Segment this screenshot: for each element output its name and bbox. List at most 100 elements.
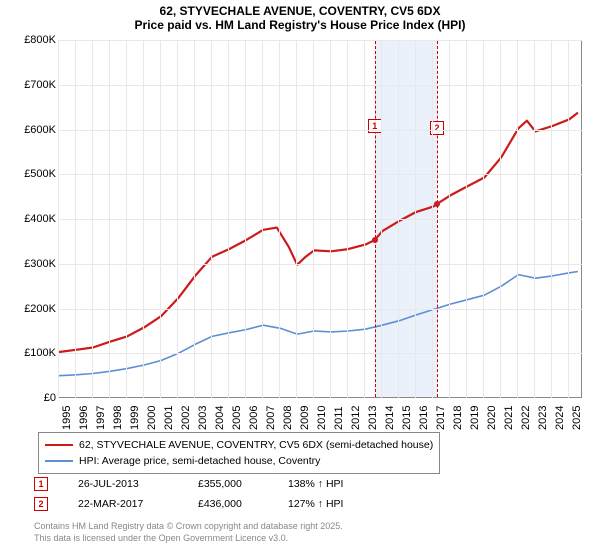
grid-v — [483, 40, 484, 398]
grid-v — [466, 40, 467, 398]
x-tick-label: 2009 — [299, 406, 311, 430]
grid-v — [279, 40, 280, 398]
chart-title-line2: Price paid vs. HM Land Registry's House … — [0, 18, 600, 32]
data-point-marker — [434, 201, 440, 207]
x-tick-label: 1998 — [112, 406, 124, 430]
grid-v — [415, 40, 416, 398]
x-tick-label: 1999 — [129, 406, 141, 430]
x-tick-label: 2000 — [146, 406, 158, 430]
grid-h — [58, 264, 582, 265]
grid-v — [109, 40, 110, 398]
x-tick-label: 2023 — [537, 406, 549, 430]
y-tick-label: £400K — [24, 213, 56, 225]
y-tick-label: £700K — [24, 79, 56, 91]
transaction-row: 1 26-JUL-2013 £355,000 138% ↑ HPI — [34, 474, 343, 494]
x-tick-label: 2022 — [520, 406, 532, 430]
transaction-marker-box: 2 — [34, 497, 48, 511]
grid-v — [432, 40, 433, 398]
x-tick-label: 2003 — [197, 406, 209, 430]
y-tick-label: £500K — [24, 168, 56, 180]
transaction-date: 26-JUL-2013 — [78, 478, 168, 490]
y-tick-label: £100K — [24, 347, 56, 359]
x-tick-label: 2001 — [163, 406, 175, 430]
x-tick-label: 1996 — [78, 406, 90, 430]
transaction-date: 22-MAR-2017 — [78, 498, 168, 510]
legend-item: HPI: Average price, semi-detached house,… — [45, 453, 433, 469]
grid-v — [211, 40, 212, 398]
grid-v — [347, 40, 348, 398]
x-tick-label: 2025 — [571, 406, 583, 430]
grid-v — [262, 40, 263, 398]
grid-v — [500, 40, 501, 398]
x-tick-label: 2019 — [469, 406, 481, 430]
grid-v — [551, 40, 552, 398]
grid-v — [398, 40, 399, 398]
grid-h — [58, 40, 582, 41]
x-tick-label: 2005 — [231, 406, 243, 430]
x-tick-label: 2002 — [180, 406, 192, 430]
transaction-delta: 138% ↑ HPI — [288, 478, 343, 490]
footer-line1: Contains HM Land Registry data © Crown c… — [34, 520, 343, 532]
x-tick-label: 2024 — [554, 406, 566, 430]
grid-v — [92, 40, 93, 398]
marker-box: 1 — [368, 119, 382, 133]
chart-title-block: 62, STYVECHALE AVENUE, COVENTRY, CV5 6DX… — [0, 0, 600, 36]
grid-v — [75, 40, 76, 398]
data-point-marker — [372, 237, 378, 243]
legend-swatch — [45, 460, 73, 462]
transaction-price: £436,000 — [198, 498, 258, 510]
legend-label: HPI: Average price, semi-detached house,… — [79, 455, 320, 467]
x-tick-label: 2018 — [452, 406, 464, 430]
footer-attribution: Contains HM Land Registry data © Crown c… — [34, 520, 343, 544]
x-tick-label: 2013 — [367, 406, 379, 430]
x-tick-label: 2012 — [350, 406, 362, 430]
grid-v — [296, 40, 297, 398]
chart-title-line1: 62, STYVECHALE AVENUE, COVENTRY, CV5 6DX — [0, 4, 600, 18]
grid-v — [381, 40, 382, 398]
grid-v — [228, 40, 229, 398]
x-tick-label: 2021 — [503, 406, 515, 430]
grid-h — [58, 174, 582, 175]
y-tick-label: £600K — [24, 124, 56, 136]
footer-line2: This data is licensed under the Open Gov… — [34, 532, 343, 544]
x-tick-label: 2004 — [214, 406, 226, 430]
grid-v — [126, 40, 127, 398]
y-tick-label: £300K — [24, 258, 56, 270]
x-tick-label: 1997 — [95, 406, 107, 430]
grid-v — [245, 40, 246, 398]
x-tick-label: 2015 — [401, 406, 413, 430]
grid-v — [534, 40, 535, 398]
grid-v — [568, 40, 569, 398]
grid-v — [313, 40, 314, 398]
grid-h — [58, 85, 582, 86]
x-tick-label: 1995 — [61, 406, 73, 430]
x-tick-label: 2017 — [435, 406, 447, 430]
y-tick-label: £800K — [24, 34, 56, 46]
grid-v — [177, 40, 178, 398]
grid-v — [58, 40, 59, 398]
grid-h — [58, 309, 582, 310]
x-tick-label: 2006 — [248, 406, 260, 430]
legend-label: 62, STYVECHALE AVENUE, COVENTRY, CV5 6DX… — [79, 439, 433, 451]
grid-h — [58, 219, 582, 220]
legend-swatch — [45, 444, 73, 446]
grid-h — [58, 130, 582, 131]
transaction-row: 2 22-MAR-2017 £436,000 127% ↑ HPI — [34, 494, 343, 514]
grid-v — [330, 40, 331, 398]
legend-item: 62, STYVECHALE AVENUE, COVENTRY, CV5 6DX… — [45, 437, 433, 453]
transaction-price: £355,000 — [198, 478, 258, 490]
grid-h — [58, 353, 582, 354]
chart-svg — [59, 41, 583, 399]
transaction-marker-box: 1 — [34, 477, 48, 491]
transaction-delta: 127% ↑ HPI — [288, 498, 343, 510]
x-tick-label: 2011 — [333, 406, 345, 430]
x-tick-label: 2010 — [316, 406, 328, 430]
grid-v — [143, 40, 144, 398]
grid-v — [517, 40, 518, 398]
x-tick-label: 2014 — [384, 406, 396, 430]
y-tick-label: £0 — [44, 392, 56, 404]
grid-v — [364, 40, 365, 398]
x-tick-label: 2007 — [265, 406, 277, 430]
grid-v — [160, 40, 161, 398]
x-tick-label: 2016 — [418, 406, 430, 430]
